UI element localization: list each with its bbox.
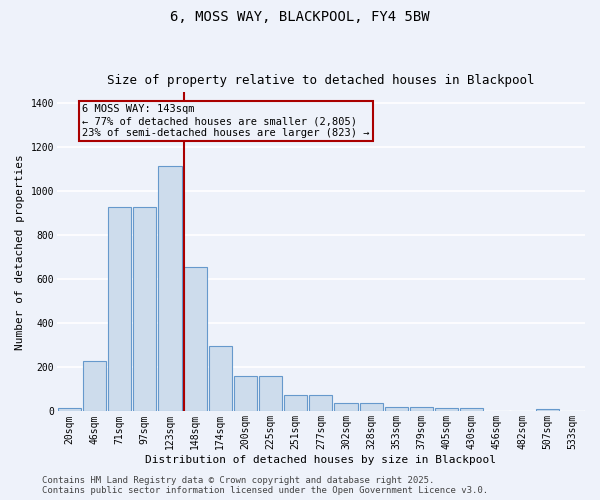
Bar — [460, 408, 484, 412]
X-axis label: Distribution of detached houses by size in Blackpool: Distribution of detached houses by size … — [145, 455, 496, 465]
Bar — [158, 166, 182, 412]
Bar — [184, 268, 207, 412]
Bar — [83, 361, 106, 412]
Title: Size of property relative to detached houses in Blackpool: Size of property relative to detached ho… — [107, 74, 535, 87]
Bar — [234, 376, 257, 412]
Bar — [536, 409, 559, 412]
Bar — [58, 408, 81, 412]
Bar — [334, 402, 358, 411]
Bar — [385, 406, 408, 412]
Bar — [284, 395, 307, 411]
Bar — [435, 408, 458, 412]
Text: Contains HM Land Registry data © Crown copyright and database right 2025.
Contai: Contains HM Land Registry data © Crown c… — [42, 476, 488, 495]
Text: 6 MOSS WAY: 143sqm
← 77% of detached houses are smaller (2,805)
23% of semi-deta: 6 MOSS WAY: 143sqm ← 77% of detached hou… — [82, 104, 370, 138]
Bar — [209, 346, 232, 412]
Text: 6, MOSS WAY, BLACKPOOL, FY4 5BW: 6, MOSS WAY, BLACKPOOL, FY4 5BW — [170, 10, 430, 24]
Bar — [410, 406, 433, 412]
Bar — [310, 395, 332, 411]
Bar — [133, 207, 157, 412]
Bar — [359, 402, 383, 411]
Bar — [259, 376, 282, 412]
Y-axis label: Number of detached properties: Number of detached properties — [15, 154, 25, 350]
Bar — [108, 207, 131, 412]
